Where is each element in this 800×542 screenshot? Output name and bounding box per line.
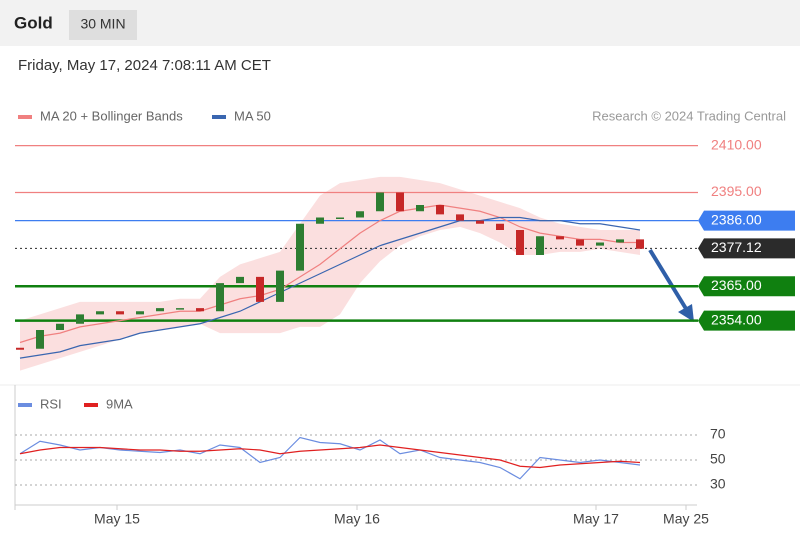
candle — [296, 223, 304, 271]
candle — [156, 308, 164, 312]
candle — [256, 276, 264, 302]
rsi-line — [19, 436, 641, 480]
candle — [316, 217, 324, 224]
candle — [496, 223, 504, 230]
candle — [336, 217, 344, 219]
level-label: 2365.00 — [711, 277, 762, 293]
level-box — [698, 210, 795, 231]
candle — [236, 276, 244, 284]
candle — [436, 205, 444, 215]
ma-line — [19, 204, 640, 344]
level-label: 2354.00 — [711, 311, 762, 327]
level-label: 2410.00 — [711, 136, 762, 152]
candle — [176, 308, 184, 310]
candle — [16, 347, 24, 350]
level-box — [698, 310, 795, 331]
candle — [396, 192, 404, 212]
x-tick-label: May 17 — [573, 511, 619, 527]
candle — [356, 211, 364, 218]
candle — [576, 239, 584, 246]
legend-label: MA 20 + Bollinger Bands — [40, 108, 183, 123]
candle — [596, 242, 604, 246]
candle — [456, 214, 464, 221]
candle — [76, 314, 84, 324]
level-box — [698, 238, 795, 259]
candle — [536, 236, 544, 255]
candle — [216, 283, 224, 312]
interval-chip[interactable] — [69, 10, 137, 40]
level-label: 2377.12 — [711, 239, 762, 255]
candle — [376, 192, 384, 212]
level-label: 2386.00 — [711, 211, 762, 227]
arrow-head — [678, 304, 694, 322]
x-tick-label: May 15 — [94, 511, 140, 527]
candle — [56, 323, 64, 330]
y-tick-label: 30 — [710, 476, 726, 492]
candle — [616, 239, 624, 243]
date: Friday, May 17, 2024 7:08:11 AM CET — [18, 57, 271, 74]
x-tick-label: May 16 — [334, 511, 380, 527]
y-tick-label: 50 — [710, 451, 726, 467]
ma-line — [19, 216, 641, 359]
credit: Research © 2024 Trading Central — [592, 108, 786, 123]
y-tick-label: 70 — [710, 426, 726, 442]
forecast-arrow — [648, 248, 690, 314]
legend-label: RSI — [40, 396, 62, 411]
candle — [36, 330, 44, 349]
candle — [116, 311, 124, 315]
candle — [136, 311, 144, 315]
candle — [636, 239, 644, 249]
bollinger-band — [20, 176, 640, 371]
candle — [416, 205, 424, 212]
legend-label: MA 50 — [234, 108, 271, 123]
candle — [196, 308, 204, 312]
candle — [276, 270, 284, 302]
candle — [476, 220, 484, 224]
candle — [96, 311, 104, 315]
legend-label: 9MA — [106, 396, 133, 411]
candle — [556, 236, 564, 240]
interval[interactable]: 30 MIN — [80, 16, 125, 32]
level-label: 2395.00 — [711, 183, 762, 199]
x-tick-label: May 25 — [663, 511, 709, 527]
candle — [516, 230, 524, 255]
title: Gold — [14, 13, 53, 32]
level-box — [698, 276, 795, 297]
rsi-line — [19, 444, 641, 469]
